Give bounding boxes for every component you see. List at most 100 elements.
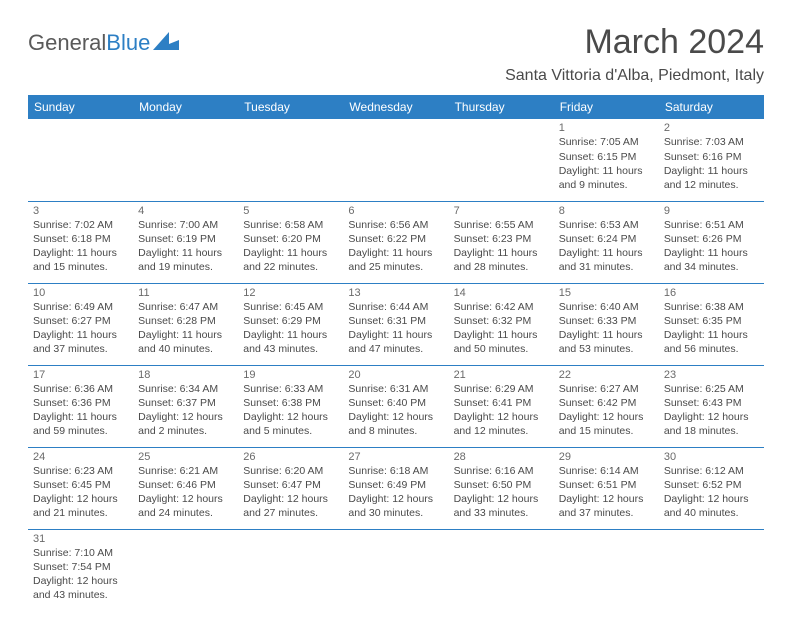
day-text-sunset: Sunset: 6:35 PM bbox=[664, 314, 759, 328]
day-cell-12: 12Sunrise: 6:45 AMSunset: 6:29 PMDayligh… bbox=[238, 283, 343, 365]
day-text-sunset: Sunset: 6:29 PM bbox=[243, 314, 338, 328]
day-text-d2: and 33 minutes. bbox=[454, 506, 549, 520]
day-text-sunrise: Sunrise: 7:00 AM bbox=[138, 218, 233, 232]
day-text-d1: Daylight: 12 hours bbox=[33, 574, 128, 588]
empty-cell bbox=[133, 529, 238, 611]
day-number: 6 bbox=[348, 205, 443, 217]
day-cell-24: 24Sunrise: 6:23 AMSunset: 6:45 PMDayligh… bbox=[28, 447, 133, 529]
day-text-sunrise: Sunrise: 6:12 AM bbox=[664, 464, 759, 478]
empty-cell bbox=[554, 529, 659, 611]
calendar-row: 3Sunrise: 7:02 AMSunset: 6:18 PMDaylight… bbox=[28, 201, 764, 283]
day-text-d2: and 2 minutes. bbox=[138, 424, 233, 438]
day-text-sunset: Sunset: 6:43 PM bbox=[664, 396, 759, 410]
calendar-body: 1Sunrise: 7:05 AMSunset: 6:15 PMDaylight… bbox=[28, 119, 764, 611]
day-text-sunset: Sunset: 6:26 PM bbox=[664, 232, 759, 246]
day-cell-29: 29Sunrise: 6:14 AMSunset: 6:51 PMDayligh… bbox=[554, 447, 659, 529]
day-number: 25 bbox=[138, 451, 233, 463]
day-text-sunset: Sunset: 6:37 PM bbox=[138, 396, 233, 410]
day-text-sunset: Sunset: 6:42 PM bbox=[559, 396, 654, 410]
day-text-sunset: Sunset: 6:24 PM bbox=[559, 232, 654, 246]
day-text-sunrise: Sunrise: 6:44 AM bbox=[348, 300, 443, 314]
day-text-d2: and 53 minutes. bbox=[559, 342, 654, 356]
day-text-d2: and 56 minutes. bbox=[664, 342, 759, 356]
day-text-sunset: Sunset: 6:40 PM bbox=[348, 396, 443, 410]
day-text-sunset: Sunset: 6:46 PM bbox=[138, 478, 233, 492]
day-text-sunrise: Sunrise: 6:36 AM bbox=[33, 382, 128, 396]
day-cell-7: 7Sunrise: 6:55 AMSunset: 6:23 PMDaylight… bbox=[449, 201, 554, 283]
day-text-sunset: Sunset: 6:32 PM bbox=[454, 314, 549, 328]
day-text-d1: Daylight: 12 hours bbox=[559, 492, 654, 506]
day-text-d2: and 19 minutes. bbox=[138, 260, 233, 274]
logo-flag-icon bbox=[153, 32, 179, 52]
calendar-row: 31Sunrise: 7:10 AMSunset: 7:54 PMDayligh… bbox=[28, 529, 764, 611]
day-number: 1 bbox=[559, 122, 654, 134]
empty-cell bbox=[449, 119, 554, 201]
day-cell-6: 6Sunrise: 6:56 AMSunset: 6:22 PMDaylight… bbox=[343, 201, 448, 283]
day-text-sunrise: Sunrise: 6:21 AM bbox=[138, 464, 233, 478]
day-number: 9 bbox=[664, 205, 759, 217]
day-cell-20: 20Sunrise: 6:31 AMSunset: 6:40 PMDayligh… bbox=[343, 365, 448, 447]
day-cell-1: 1Sunrise: 7:05 AMSunset: 6:15 PMDaylight… bbox=[554, 119, 659, 201]
day-text-d1: Daylight: 11 hours bbox=[664, 246, 759, 260]
day-number: 10 bbox=[33, 287, 128, 299]
day-header-tuesday: Tuesday bbox=[238, 95, 343, 119]
empty-cell bbox=[343, 119, 448, 201]
day-text-sunrise: Sunrise: 6:27 AM bbox=[559, 382, 654, 396]
day-text-sunset: Sunset: 6:22 PM bbox=[348, 232, 443, 246]
day-text-sunset: Sunset: 6:36 PM bbox=[33, 396, 128, 410]
day-text-d1: Daylight: 11 hours bbox=[138, 328, 233, 342]
day-text-sunrise: Sunrise: 6:20 AM bbox=[243, 464, 338, 478]
day-text-d1: Daylight: 11 hours bbox=[243, 246, 338, 260]
day-text-d1: Daylight: 12 hours bbox=[138, 492, 233, 506]
title-block: March 2024 Santa Vittoria d'Alba, Piedmo… bbox=[505, 24, 764, 85]
day-text-sunset: Sunset: 6:23 PM bbox=[454, 232, 549, 246]
day-text-sunrise: Sunrise: 6:14 AM bbox=[559, 464, 654, 478]
day-number: 29 bbox=[559, 451, 654, 463]
calendar-grid: SundayMondayTuesdayWednesdayThursdayFrid… bbox=[28, 95, 764, 611]
day-number: 2 bbox=[664, 122, 759, 134]
day-text-sunset: Sunset: 6:45 PM bbox=[33, 478, 128, 492]
day-text-d2: and 5 minutes. bbox=[243, 424, 338, 438]
day-cell-16: 16Sunrise: 6:38 AMSunset: 6:35 PMDayligh… bbox=[659, 283, 764, 365]
empty-cell bbox=[238, 119, 343, 201]
day-text-d2: and 59 minutes. bbox=[33, 424, 128, 438]
day-cell-3: 3Sunrise: 7:02 AMSunset: 6:18 PMDaylight… bbox=[28, 201, 133, 283]
day-number: 16 bbox=[664, 287, 759, 299]
day-number: 3 bbox=[33, 205, 128, 217]
day-text-d1: Daylight: 11 hours bbox=[454, 328, 549, 342]
day-text-sunrise: Sunrise: 6:58 AM bbox=[243, 218, 338, 232]
day-number: 24 bbox=[33, 451, 128, 463]
empty-cell bbox=[133, 119, 238, 201]
month-title: March 2024 bbox=[505, 24, 764, 61]
day-number: 15 bbox=[559, 287, 654, 299]
day-text-d1: Daylight: 11 hours bbox=[664, 328, 759, 342]
day-text-sunrise: Sunrise: 7:10 AM bbox=[33, 546, 128, 560]
day-number: 11 bbox=[138, 287, 233, 299]
day-cell-19: 19Sunrise: 6:33 AMSunset: 6:38 PMDayligh… bbox=[238, 365, 343, 447]
day-text-d1: Daylight: 12 hours bbox=[33, 492, 128, 506]
day-text-d2: and 27 minutes. bbox=[243, 506, 338, 520]
day-text-d2: and 47 minutes. bbox=[348, 342, 443, 356]
day-text-sunset: Sunset: 6:20 PM bbox=[243, 232, 338, 246]
day-text-sunset: Sunset: 6:49 PM bbox=[348, 478, 443, 492]
day-text-sunset: Sunset: 6:52 PM bbox=[664, 478, 759, 492]
day-text-sunrise: Sunrise: 6:18 AM bbox=[348, 464, 443, 478]
day-text-d1: Daylight: 12 hours bbox=[138, 410, 233, 424]
empty-cell bbox=[449, 529, 554, 611]
day-number: 5 bbox=[243, 205, 338, 217]
day-text-d2: and 43 minutes. bbox=[33, 588, 128, 602]
day-header-row: SundayMondayTuesdayWednesdayThursdayFrid… bbox=[28, 95, 764, 119]
day-text-sunrise: Sunrise: 6:16 AM bbox=[454, 464, 549, 478]
day-text-d1: Daylight: 12 hours bbox=[348, 492, 443, 506]
empty-cell bbox=[28, 119, 133, 201]
day-cell-10: 10Sunrise: 6:49 AMSunset: 6:27 PMDayligh… bbox=[28, 283, 133, 365]
day-cell-15: 15Sunrise: 6:40 AMSunset: 6:33 PMDayligh… bbox=[554, 283, 659, 365]
day-text-sunset: Sunset: 6:50 PM bbox=[454, 478, 549, 492]
day-text-sunrise: Sunrise: 6:40 AM bbox=[559, 300, 654, 314]
day-number: 23 bbox=[664, 369, 759, 381]
logo-text-1: General bbox=[28, 30, 106, 56]
logo: GeneralBlue bbox=[28, 30, 179, 56]
day-text-d2: and 28 minutes. bbox=[454, 260, 549, 274]
calendar-row: 24Sunrise: 6:23 AMSunset: 6:45 PMDayligh… bbox=[28, 447, 764, 529]
day-number: 30 bbox=[664, 451, 759, 463]
